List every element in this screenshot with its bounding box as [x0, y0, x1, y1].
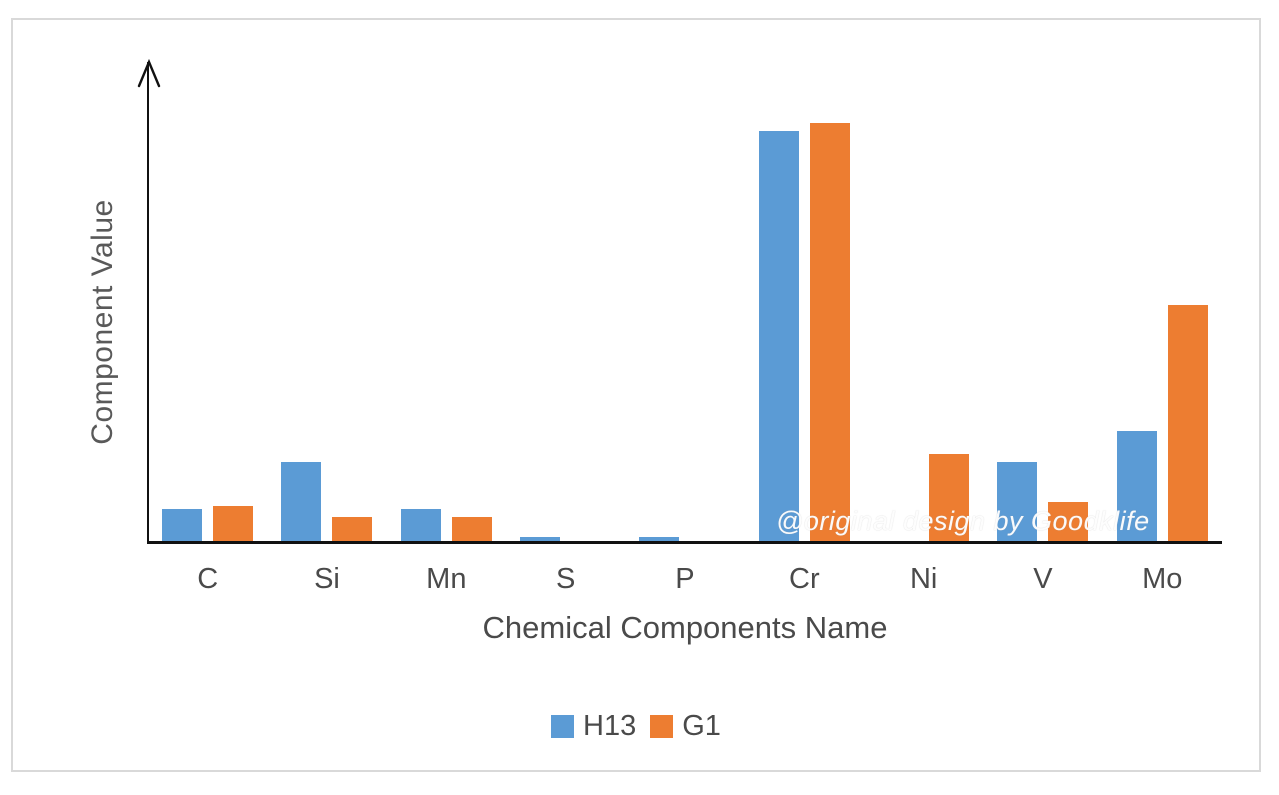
x-axis-tick-labels: C Si Mn S P Cr Ni V Mo — [148, 563, 1222, 596]
bar-g1-v — [1048, 502, 1089, 541]
category-group-s — [506, 62, 625, 541]
legend: H13 G1 — [13, 710, 1259, 743]
bar-g1-mn — [451, 517, 492, 541]
x-tick-label-s: S — [555, 563, 576, 595]
bar-h13-mn — [400, 509, 441, 541]
y-axis-arrow-icon — [137, 58, 161, 88]
bar-g1-si — [332, 517, 373, 541]
category-group-cr — [745, 62, 864, 541]
plot-area: Component Value @original design by Good… — [86, 58, 1222, 544]
category-group-ni — [864, 62, 983, 541]
x-tick-label-si: Si — [314, 563, 340, 595]
legend-swatch-g1 — [650, 715, 674, 738]
bar-h13-s — [520, 537, 561, 541]
category-group-mo — [1103, 62, 1222, 541]
x-tick-label-ni: Ni — [909, 563, 938, 595]
bar-chart: Component Value @original design by Good… — [86, 58, 1222, 646]
x-tick-label-mo: Mo — [1142, 563, 1183, 595]
bar-h13-cr — [758, 131, 799, 541]
x-axis-line — [147, 541, 1222, 544]
x-tick-label-v: V — [1033, 563, 1053, 595]
y-axis-title: Component Value — [86, 199, 119, 445]
bar-h13-si — [281, 462, 322, 541]
category-group-v — [983, 62, 1102, 541]
category-group-mn — [387, 62, 506, 541]
y-axis-line — [147, 62, 149, 544]
category-group-c — [148, 62, 267, 541]
legend-label-h13: H13 — [583, 710, 637, 742]
bar-h13-c — [162, 509, 203, 541]
bar-g1-mo — [1167, 305, 1208, 541]
x-tick-label-p: P — [675, 563, 695, 595]
category-group-si — [267, 62, 386, 541]
category-group-p — [625, 62, 744, 541]
x-tick-label-cr: Cr — [789, 563, 820, 595]
bar-h13-p — [639, 537, 680, 541]
bar-h13-mo — [1116, 431, 1157, 541]
bar-g1-ni — [929, 454, 970, 541]
legend-swatch-h13 — [551, 715, 575, 738]
bar-g1-cr — [809, 123, 850, 541]
x-axis-title: Chemical Components Name — [482, 610, 888, 645]
legend-item-h13: H13 — [551, 710, 636, 743]
legend-label-g1: G1 — [682, 710, 721, 742]
chart-frame: Component Value @original design by Good… — [11, 18, 1261, 772]
bar-g1-c — [213, 506, 254, 541]
x-tick-label-c: C — [197, 563, 219, 595]
legend-item-g1: G1 — [650, 710, 721, 743]
bar-h13-v — [997, 462, 1038, 541]
x-tick-label-mn: Mn — [426, 563, 467, 595]
